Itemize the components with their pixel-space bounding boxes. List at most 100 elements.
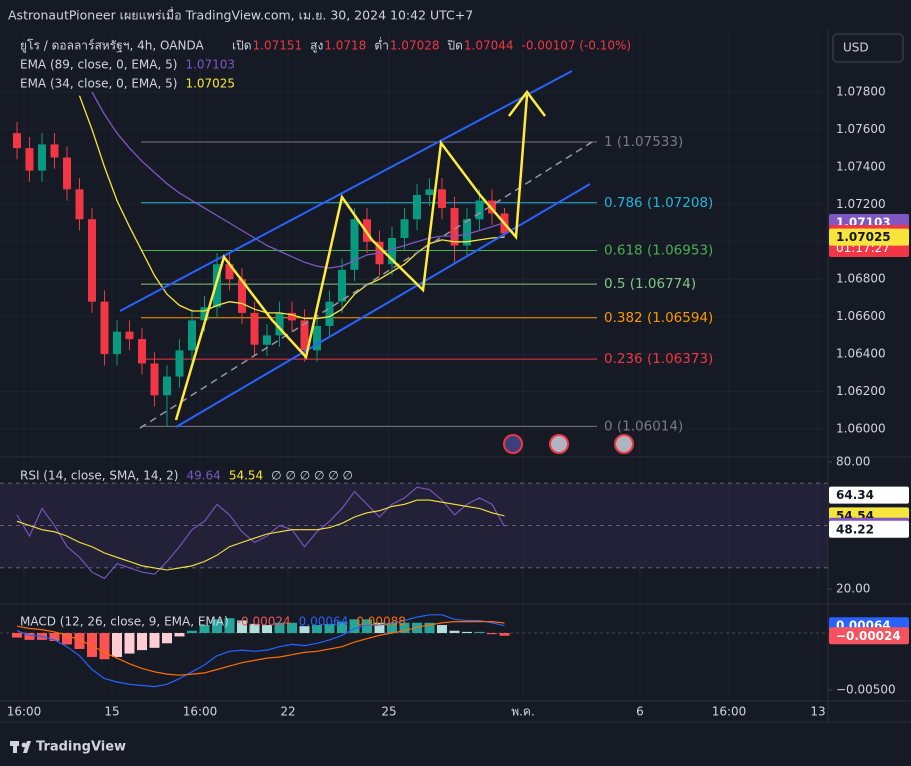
histogram-bar bbox=[349, 619, 360, 634]
publisher: AstronautPioneer เผยแพร่เมื่อ TradingVie… bbox=[8, 7, 473, 23]
candle-body bbox=[363, 219, 371, 242]
candle-body bbox=[175, 350, 184, 377]
y-tick-label: 1.07400 bbox=[836, 159, 886, 173]
candle-body bbox=[225, 264, 234, 280]
candle-body bbox=[400, 219, 409, 239]
legend-value: 54.54 bbox=[229, 469, 263, 483]
histogram-bar bbox=[24, 633, 35, 640]
event-icon[interactable] bbox=[614, 434, 634, 454]
legend-value: 0.00064 bbox=[299, 615, 349, 629]
candle-body bbox=[325, 301, 334, 327]
histogram-bar bbox=[99, 633, 110, 660]
indicator-title: RSI (14, close, SMA, 14, 2) bbox=[20, 469, 178, 483]
zigzag bbox=[174, 94, 529, 421]
y-tick-label: 1.06400 bbox=[836, 347, 886, 361]
histogram-bar bbox=[362, 619, 372, 634]
candle-body bbox=[388, 238, 396, 265]
price-badge bbox=[829, 520, 909, 538]
y-tick-label: 1.06600 bbox=[836, 309, 886, 323]
arrow-head bbox=[508, 89, 546, 117]
y-tick-label: 1.07200 bbox=[836, 197, 886, 211]
candle-body bbox=[275, 312, 284, 336]
x-tick-label: 15 bbox=[104, 705, 119, 719]
candle-body bbox=[188, 320, 196, 351]
fib-label: 0.382 (1.06594) bbox=[604, 310, 713, 326]
price-badge bbox=[829, 228, 909, 246]
ohlc-value: 1.0718 bbox=[324, 39, 366, 53]
change: -0.00107 (-0.10%) bbox=[522, 39, 632, 53]
logo-part bbox=[21, 742, 27, 748]
ohlc-label: เปิด bbox=[232, 39, 252, 53]
candle-body bbox=[100, 301, 109, 355]
fib-label: 1 (1.07533) bbox=[604, 134, 683, 150]
event-icon[interactable] bbox=[503, 434, 523, 454]
histogram-bar bbox=[162, 633, 172, 644]
candle-body bbox=[300, 320, 309, 351]
fib-label: 0.5 (1.06774) bbox=[604, 276, 696, 292]
legend-extra: ∅ ∅ ∅ ∅ ∅ ∅ bbox=[271, 469, 353, 483]
candle-body bbox=[13, 133, 21, 149]
legend-value: -0.00024 bbox=[237, 615, 291, 629]
legend-name: EMA (34, close, 0, EMA, 5) bbox=[20, 77, 177, 91]
histogram-bar bbox=[487, 633, 497, 635]
channel-mid bbox=[139, 141, 593, 429]
channel-upper bbox=[119, 70, 573, 312]
channel-lower bbox=[175, 183, 591, 428]
legend-value: 1.07103 bbox=[185, 58, 235, 72]
candle-body bbox=[463, 219, 471, 246]
currency[interactable]: USD bbox=[843, 41, 869, 55]
histogram-bar bbox=[12, 633, 22, 638]
drawings bbox=[119, 70, 634, 454]
x-tick-label: 16:00 bbox=[7, 705, 42, 719]
candle-body bbox=[263, 335, 271, 345]
histogram-bar bbox=[224, 618, 235, 634]
histogram-bar bbox=[49, 633, 60, 642]
histogram-bar bbox=[249, 623, 260, 634]
histogram-bar bbox=[237, 620, 247, 634]
histogram-bar bbox=[462, 631, 472, 634]
histogram-bar bbox=[387, 622, 397, 634]
histogram-bar bbox=[437, 625, 447, 634]
brand-logo bbox=[10, 741, 31, 753]
candle-body bbox=[113, 331, 121, 355]
histogram-bar bbox=[324, 623, 335, 634]
candle-body bbox=[63, 157, 71, 190]
fib-label: 0.618 (1.06953) bbox=[604, 243, 713, 259]
candle-body bbox=[488, 200, 496, 214]
candle-body bbox=[25, 148, 34, 171]
histogram-bar bbox=[474, 631, 485, 634]
histogram-bar bbox=[499, 633, 510, 636]
candle-body bbox=[200, 307, 209, 321]
candle-body bbox=[88, 219, 96, 302]
macd-line bbox=[16, 614, 505, 688]
fib-label: 0.236 (1.06373) bbox=[604, 351, 713, 367]
candle-body bbox=[150, 363, 159, 396]
histogram-bar bbox=[374, 622, 385, 634]
histogram-bar bbox=[62, 633, 72, 645]
histogram-bar bbox=[274, 622, 285, 634]
histogram-bar bbox=[137, 633, 147, 651]
histogram-bar bbox=[424, 622, 435, 634]
event-icon[interactable] bbox=[549, 434, 569, 454]
candle-body bbox=[425, 189, 434, 195]
candle-body bbox=[250, 312, 259, 345]
candle-body bbox=[125, 331, 134, 340]
instrument-title: ยูโร / ดอลลาร์สหรัฐฯ, 4h, OANDA bbox=[20, 39, 204, 54]
y-tick-label: 1.06800 bbox=[836, 272, 886, 286]
price-badge-label: 48.22 bbox=[836, 522, 874, 536]
legend-value: 0.00088 bbox=[356, 615, 406, 629]
histogram-bar bbox=[287, 622, 297, 634]
candle-body bbox=[288, 312, 296, 321]
y-tick-label: 20.00 bbox=[836, 582, 870, 596]
fib-label: 0.786 (1.07208) bbox=[604, 195, 713, 211]
plot bbox=[12, 91, 597, 688]
histogram-bar bbox=[124, 633, 135, 654]
brand: TradingView bbox=[36, 740, 126, 755]
histogram-bar bbox=[299, 626, 310, 634]
x-tick-label: 16:00 bbox=[183, 705, 218, 719]
logo-part bbox=[23, 741, 31, 753]
currency-button[interactable] bbox=[832, 33, 904, 63]
ema-line bbox=[91, 91, 505, 269]
